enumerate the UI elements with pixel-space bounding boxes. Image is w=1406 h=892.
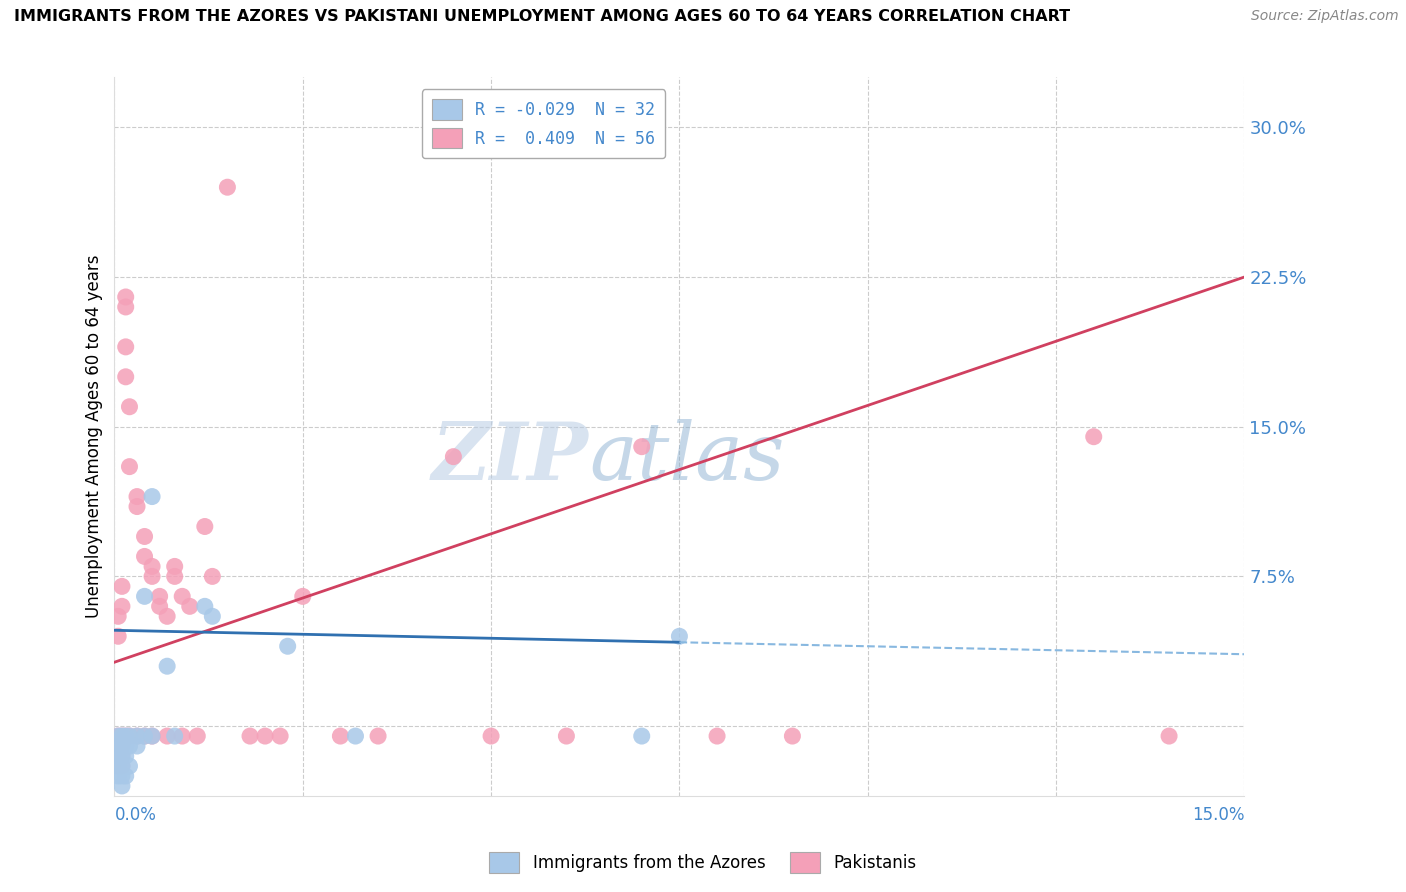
Point [329,729,352,743]
Point [269,729,291,743]
Point [194,519,217,533]
Point [111,769,134,783]
Point [111,759,134,773]
Point [107,759,129,773]
Point [277,639,299,653]
Legend: R = -0.029  N = 32, R =  0.409  N = 56: R = -0.029 N = 32, R = 0.409 N = 56 [422,89,665,159]
Point [134,729,156,743]
Point [254,729,277,743]
Point [114,769,136,783]
Point [782,729,804,743]
Point [141,729,163,743]
Point [141,559,163,574]
Point [125,739,148,753]
Point [149,599,172,614]
Point [134,590,156,604]
Point [179,599,201,614]
Point [163,559,186,574]
Point [111,739,134,753]
Point [114,729,136,743]
Point [111,729,134,743]
Point [111,579,134,593]
Point [118,400,141,414]
Point [149,590,172,604]
Point [1083,430,1105,444]
Point [107,769,129,783]
Point [291,590,314,604]
Point [107,739,129,753]
Point [163,569,186,583]
Point [134,729,156,743]
Point [125,729,148,743]
Point [114,739,136,753]
Point [114,369,136,384]
Point [441,450,464,464]
Point [118,459,141,474]
Point [156,729,179,743]
Point [479,729,502,743]
Point [118,729,141,743]
Point [156,609,179,624]
Point [111,749,134,764]
Text: Source: ZipAtlas.com: Source: ZipAtlas.com [1251,9,1399,23]
Point [114,749,136,764]
Point [201,569,224,583]
Point [194,599,217,614]
Point [141,490,163,504]
Point [111,749,134,764]
Point [118,729,141,743]
Point [111,779,134,793]
Point [134,529,156,543]
Point [118,759,141,773]
Point [630,440,652,454]
Point [706,729,728,743]
Point [107,739,129,753]
Y-axis label: Unemployment Among Ages 60 to 64 years: Unemployment Among Ages 60 to 64 years [86,255,103,618]
Point [107,609,129,624]
Text: atlas: atlas [589,419,785,497]
Point [1157,729,1180,743]
Point [107,759,129,773]
Point [114,340,136,354]
Point [141,729,163,743]
Point [111,729,134,743]
Point [125,490,148,504]
Point [630,729,652,743]
Point [134,549,156,564]
Point [186,729,208,743]
Point [114,300,136,314]
Point [141,569,163,583]
Text: IMMIGRANTS FROM THE AZORES VS PAKISTANI UNEMPLOYMENT AMONG AGES 60 TO 64 YEARS C: IMMIGRANTS FROM THE AZORES VS PAKISTANI … [14,9,1070,24]
Point [111,599,134,614]
Text: 0.0%: 0.0% [114,805,156,824]
Point [114,729,136,743]
Text: ZIP: ZIP [432,419,589,497]
Point [107,629,129,643]
Point [668,629,690,643]
Legend: Immigrants from the Azores, Pakistanis: Immigrants from the Azores, Pakistanis [482,846,924,880]
Point [111,739,134,753]
Point [201,609,224,624]
Point [107,749,129,764]
Point [111,759,134,773]
Point [125,500,148,514]
Point [344,729,367,743]
Point [163,729,186,743]
Point [107,729,129,743]
Point [107,749,129,764]
Point [114,290,136,304]
Point [217,180,239,194]
Point [125,729,148,743]
Point [156,659,179,673]
Text: 15.0%: 15.0% [1192,805,1244,824]
Point [239,729,262,743]
Point [172,590,194,604]
Point [107,729,129,743]
Point [172,729,194,743]
Point [367,729,389,743]
Point [118,739,141,753]
Point [555,729,578,743]
